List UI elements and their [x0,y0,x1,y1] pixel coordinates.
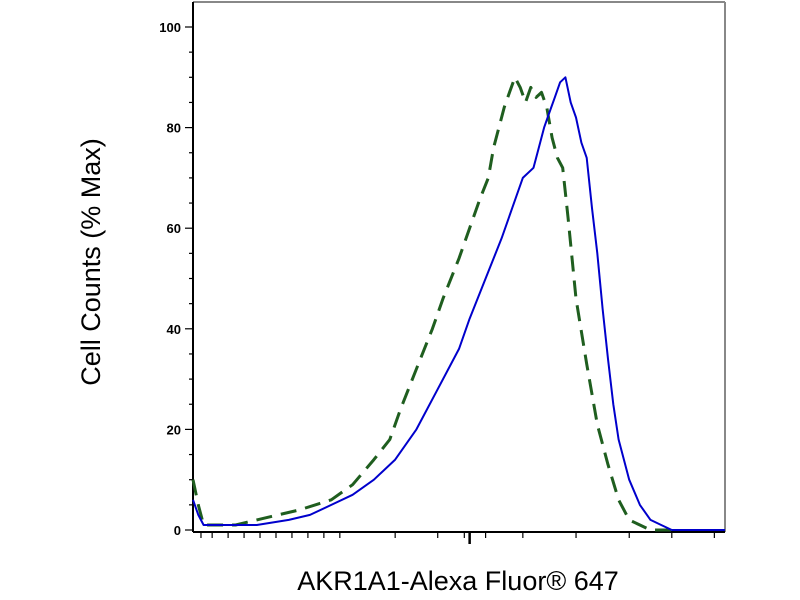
series-layer [191,75,725,532]
plot-frame [192,1,726,533]
y-axis-ticks: 0 20 40 60 80 100 [159,20,193,538]
y-tick-label: 0 [174,523,181,538]
y-tick-label: 40 [167,322,181,337]
histogram-solid-series [192,76,725,531]
y-tick-label: 80 [167,121,181,136]
y-tick-label: 60 [167,221,181,236]
y-tick-label: 100 [159,20,181,35]
x-axis-label: AKR1A1-Alexa Fluor® 647 [297,566,619,596]
x-axis-ticks [200,532,715,544]
y-axis-label: Cell Counts (% Max) [76,138,106,386]
histogram-dashed-series [191,75,672,532]
y-tick-label: 20 [167,422,181,437]
